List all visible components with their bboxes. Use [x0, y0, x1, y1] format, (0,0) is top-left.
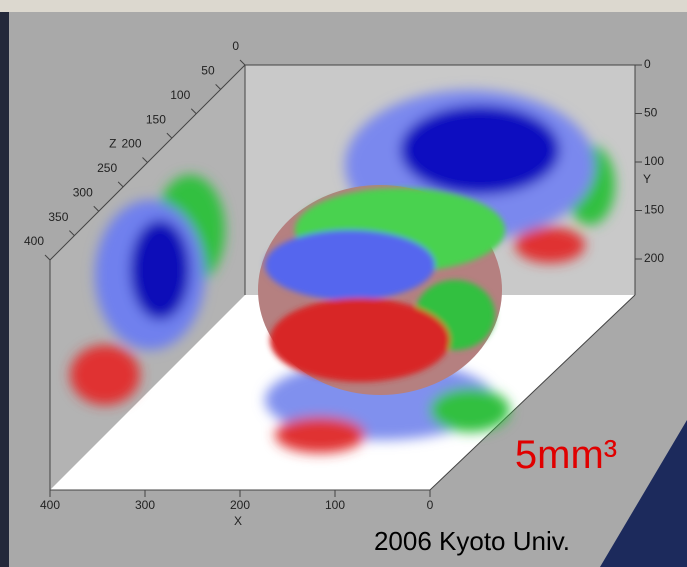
- z-tick-label: 100: [170, 88, 190, 102]
- y-axis-label: Y: [643, 172, 651, 186]
- blob-red: [515, 227, 585, 263]
- z-tick-label: 150: [146, 112, 166, 126]
- scale-annotation: 5mm³: [515, 433, 617, 477]
- z-tick-label: 300: [73, 185, 93, 199]
- x-tick-label: 200: [230, 498, 250, 512]
- z-tick-label: 400: [24, 234, 44, 248]
- blob-red: [275, 417, 365, 453]
- y-tick-label: 50: [644, 106, 658, 120]
- z-tick-label: 50: [201, 64, 215, 78]
- x-tick-label: 400: [40, 498, 60, 512]
- z-tick-label: 200: [121, 137, 141, 151]
- z-tick-label: 250: [97, 161, 117, 175]
- band-blue: [265, 230, 435, 300]
- y-tick-label: 200: [644, 251, 664, 265]
- patch-red: [270, 298, 450, 382]
- top-strip: [0, 0, 687, 12]
- blob-blue: [130, 220, 190, 320]
- z-tick-label: 350: [48, 210, 68, 224]
- y-tick-label: 150: [644, 203, 664, 217]
- blob-blue: [400, 105, 560, 195]
- y-tick-label: 100: [644, 154, 664, 168]
- page: X Y 5mm³ 2006 Kyoto Univ. 400 300 200 100 0 0…: [0, 0, 687, 567]
- x-tick-label: 300: [135, 498, 155, 512]
- x-tick-label: 0: [427, 498, 434, 512]
- blob-red: [70, 345, 140, 405]
- z-tick-label: 0: [232, 39, 239, 53]
- left-edge: [0, 12, 9, 567]
- credit: 2006 Kyoto Univ.: [374, 526, 570, 556]
- scene: X Y 5mm³ 2006 Kyoto Univ. 400 300 200 100 0 0…: [0, 0, 687, 567]
- y-tick-label: 0: [644, 57, 651, 71]
- blob-green: [430, 388, 510, 432]
- x-axis-label: X: [234, 514, 242, 528]
- z-axis-label: Z: [109, 137, 116, 151]
- x-tick-label: 100: [325, 498, 345, 512]
